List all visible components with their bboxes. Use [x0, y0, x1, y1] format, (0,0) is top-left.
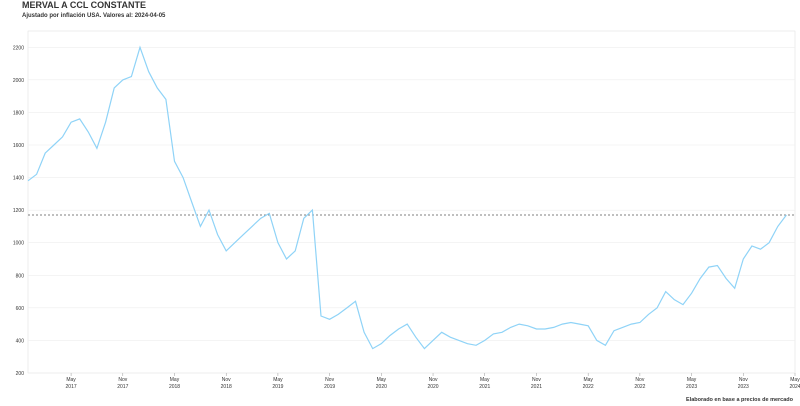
y-tick-label: 1200 [13, 208, 24, 214]
x-tick-label: May 2022 [583, 377, 594, 390]
x-tick-label: Nov 2022 [634, 377, 645, 390]
x-tick-label-line: 2020 [427, 384, 438, 390]
x-tick-label-line: Nov [325, 377, 334, 383]
x-tick-label: Nov 2019 [324, 377, 335, 390]
x-tick-label-line: Nov [532, 377, 541, 383]
y-tick-label: 800 [16, 273, 25, 279]
y-tick-label: 1800 [13, 110, 24, 116]
x-tick-label-line: Nov [635, 377, 644, 383]
x-tick-label-line: 2024 [789, 384, 800, 390]
x-tick-label-line: May [66, 377, 76, 383]
x-tick-label: Nov 2021 [531, 377, 542, 390]
x-tick-label-line: 2017 [117, 384, 128, 390]
x-tick-label: May 2020 [376, 377, 387, 390]
x-tick-label: May 2021 [479, 377, 490, 390]
x-tick-label: Nov 2017 [117, 377, 128, 390]
x-tick-label-line: May [480, 377, 490, 383]
x-tick-label: May 2018 [169, 377, 180, 390]
x-tick-label-line: May [583, 377, 593, 383]
x-tick-label: May 2019 [272, 377, 283, 390]
x-tick-label-line: Nov [429, 377, 438, 383]
x-tick-label-line: 2018 [169, 384, 180, 390]
chart-title: MERVAL A CCL CONSTANTE [22, 0, 146, 10]
y-tick-label: 2000 [13, 78, 24, 84]
x-tick-label-line: May [687, 377, 697, 383]
x-tick-label-line: 2018 [221, 384, 232, 390]
x-tick-label-line: May [170, 377, 180, 383]
x-tick-label: Nov 2020 [427, 377, 438, 390]
y-tick-label: 2200 [13, 45, 24, 51]
y-tick-label: 1000 [13, 241, 24, 247]
chart-subtitle: Ajustado por inflación USA. Valores al: … [22, 13, 166, 19]
y-tick-label: 1600 [13, 143, 24, 149]
x-tick-label: May 2024 [789, 377, 800, 390]
x-tick-label-line: 2022 [583, 384, 594, 390]
data-line [27, 45, 787, 350]
x-tick-label-line: 2022 [634, 384, 645, 390]
x-tick-label-line: Nov [222, 377, 231, 383]
x-tick-label: May 2023 [686, 377, 697, 390]
x-tick-label: May 2017 [66, 377, 77, 390]
x-tick-label-line: Nov [118, 377, 127, 383]
x-tick-label-line: May [377, 377, 387, 383]
y-tick-label: 600 [16, 306, 25, 312]
x-tick-label-line: 2021 [531, 384, 542, 390]
x-tick-label-line: 2019 [272, 384, 283, 390]
y-tick-label: 1400 [13, 176, 24, 182]
x-tick-label-line: 2023 [686, 384, 697, 390]
plot-area [27, 30, 796, 374]
y-tick-label: 200 [16, 371, 25, 377]
x-tick-label-line: 2019 [324, 384, 335, 390]
x-tick-label-line: 2017 [66, 384, 77, 390]
x-tick-label-line: 2023 [738, 384, 749, 390]
x-tick-label-line: 2020 [376, 384, 387, 390]
x-tick-label-line: 2021 [479, 384, 490, 390]
x-tick-label: Nov 2018 [221, 377, 232, 390]
x-tick-label-line: May [790, 377, 800, 383]
y-tick-label: 400 [16, 338, 25, 344]
x-tick-label: Nov 2023 [738, 377, 749, 390]
x-tick-label-line: May [273, 377, 283, 383]
x-tick-label-line: Nov [739, 377, 748, 383]
annotation: Elaborado en base a precios de mercado [686, 397, 794, 403]
